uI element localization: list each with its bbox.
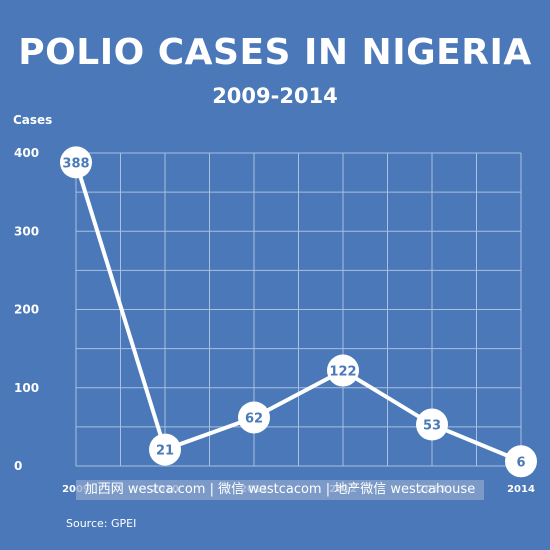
data-point-marker bbox=[238, 401, 270, 434]
chart-subtitle: 2009-2014 bbox=[212, 84, 338, 108]
y-tick-label: 300 bbox=[14, 224, 39, 238]
data-label: 21 bbox=[156, 444, 174, 459]
watermark-banner: 加西网 westca.com | 微信 westcacom | 地产微信 wes… bbox=[76, 480, 484, 500]
data-label: 53 bbox=[423, 419, 441, 434]
x-tick-label: 2014 bbox=[507, 484, 535, 495]
y-tick-label: 400 bbox=[14, 146, 39, 160]
data-label: 122 bbox=[329, 365, 356, 380]
data-point-marker bbox=[505, 445, 537, 478]
series-line bbox=[74, 160, 523, 464]
y-tick-label: 0 bbox=[14, 459, 22, 473]
source-note: Source: GPEI bbox=[66, 517, 137, 530]
data-label: 388 bbox=[62, 156, 89, 171]
data-point-marker bbox=[327, 354, 359, 387]
y-tick-label: 100 bbox=[14, 381, 39, 395]
y-tick-label: 200 bbox=[14, 303, 39, 317]
data-label: 6 bbox=[516, 455, 525, 470]
data-label: 62 bbox=[245, 411, 263, 426]
y-axis-label: Cases bbox=[13, 113, 53, 127]
data-point-marker bbox=[416, 408, 448, 441]
data-point-marker bbox=[149, 433, 181, 466]
chart-title: POLIO CASES IN NIGERIA bbox=[18, 32, 532, 73]
data-point-marker bbox=[60, 146, 92, 179]
